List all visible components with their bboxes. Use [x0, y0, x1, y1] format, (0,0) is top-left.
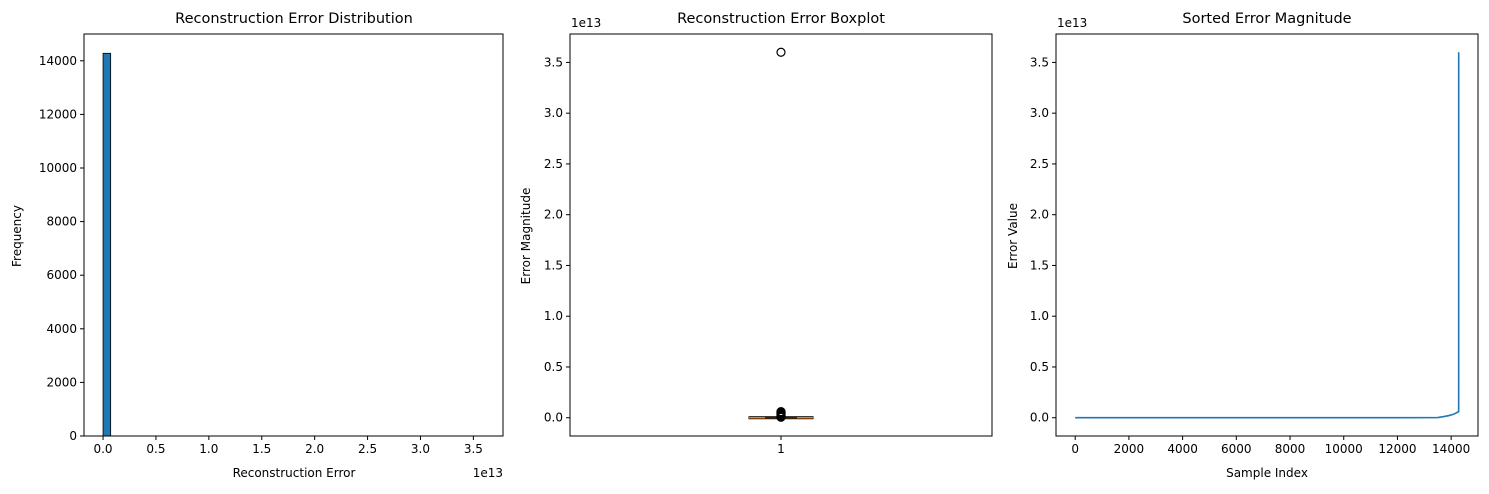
histogram-x-tick-label: 0.5	[146, 442, 165, 456]
histogram-x-tick-label: 1.0	[199, 442, 218, 456]
histogram-x-tick-label: 1.5	[252, 442, 271, 456]
histogram-x-tick-label: 3.5	[464, 442, 483, 456]
sorted-error-x-tick-label: 8000	[1275, 442, 1306, 456]
sorted-error-xlabel: Sample Index	[1226, 466, 1308, 480]
histogram-x-ticks: 0.0 0.5 1.0 1.5 2.0 2.5 3.0 3.5	[93, 436, 482, 456]
histogram-x-tick-label: 2.0	[305, 442, 324, 456]
boxplot-y-tick-label: 2.5	[544, 157, 563, 171]
sorted-error-y-tick-label: 2.5	[1030, 157, 1049, 171]
histogram-y-tick-label: 4000	[46, 322, 77, 336]
sorted-error-x-tick-label: 4000	[1167, 442, 1198, 456]
sorted-error-y-offset: 1e13	[1057, 16, 1087, 30]
histogram-y-tick-label: 0	[69, 429, 77, 443]
sorted-error-y-ticks: 0.0 0.5 1.0 1.5 2.0 2.5 3.0 3.5	[1030, 55, 1056, 424]
sorted-error-line	[1075, 52, 1458, 417]
boxplot-axes-frame	[570, 34, 992, 436]
histogram-y-tick-label: 6000	[46, 268, 77, 282]
sorted-error-x-tick-label: 14000	[1432, 442, 1470, 456]
boxplot-y-tick-label: 0.0	[544, 411, 563, 425]
histogram-title: Reconstruction Error Distribution	[175, 11, 413, 27]
boxplot-y-tick-label: 1.5	[544, 258, 563, 272]
sorted-error-x-ticks: 0 2000 4000 6000 8000 10000 12000 14000	[1071, 436, 1470, 456]
sorted-error-panel: Sorted Error Magnitude Sample Index Erro…	[1006, 11, 1478, 480]
sorted-error-x-tick-label: 0	[1071, 442, 1079, 456]
sorted-error-y-tick-label: 0.5	[1030, 360, 1049, 374]
histogram-x-tick-label: 0.0	[93, 442, 112, 456]
histogram-x-offset: 1e13	[473, 466, 503, 480]
sorted-error-y-tick-label: 3.5	[1030, 55, 1049, 69]
boxplot-y-tick-label: 2.0	[544, 208, 563, 222]
histogram-y-tick-label: 8000	[46, 215, 77, 229]
histogram-y-tick-label: 14000	[39, 54, 77, 68]
sorted-error-axes-frame	[1056, 34, 1478, 436]
histogram-y-ticks: 0 2000 4000 6000 8000 10000 12000 14000	[39, 54, 84, 443]
sorted-error-ylabel: Error Value	[1006, 203, 1020, 269]
sorted-error-y-tick-label: 1.5	[1030, 258, 1049, 272]
sorted-error-x-tick-label: 2000	[1114, 442, 1145, 456]
histogram-bar	[103, 53, 111, 436]
sorted-error-y-tick-label: 2.0	[1030, 208, 1049, 222]
boxplot-panel: Reconstruction Error Boxplot Error Magni…	[519, 11, 992, 456]
histogram-y-tick-label: 2000	[46, 375, 77, 389]
histogram-y-tick-label: 10000	[39, 161, 77, 175]
boxplot-y-tick-label: 3.0	[544, 106, 563, 120]
boxplot-title: Reconstruction Error Boxplot	[677, 11, 885, 27]
boxplot-x-ticks: 1	[777, 436, 785, 456]
histogram-axes-frame	[84, 34, 503, 436]
sorted-error-x-tick-label: 6000	[1221, 442, 1252, 456]
histogram-ylabel: Frequency	[10, 205, 24, 267]
sorted-error-y-tick-label: 0.0	[1030, 411, 1049, 425]
sorted-error-y-tick-label: 3.0	[1030, 106, 1049, 120]
histogram-bars	[103, 53, 484, 436]
sorted-error-x-tick-label: 10000	[1325, 442, 1363, 456]
boxplot-y-tick-label: 3.5	[544, 55, 563, 69]
histogram-x-tick-label: 2.5	[358, 442, 377, 456]
boxplot-y-tick-label: 1.0	[544, 309, 563, 323]
sorted-error-y-tick-label: 1.0	[1030, 309, 1049, 323]
boxplot-ylabel: Error Magnitude	[519, 188, 533, 285]
boxplot-x-tick-label: 1	[777, 442, 785, 456]
histogram-panel: Reconstruction Error Distribution Recons…	[10, 11, 503, 480]
histogram-y-tick-label: 12000	[39, 107, 77, 121]
histogram-xlabel: Reconstruction Error	[233, 466, 356, 480]
sorted-error-series	[1075, 52, 1458, 417]
boxplot-y-ticks: 0.0 0.5 1.0 1.5 2.0 2.5 3.0 3.5	[544, 55, 570, 424]
histogram-x-tick-label: 3.0	[411, 442, 430, 456]
boxplot-y-offset: 1e13	[571, 16, 601, 30]
sorted-error-x-tick-label: 12000	[1378, 442, 1416, 456]
boxplot-y-tick-label: 0.5	[544, 360, 563, 374]
boxplot-outliers	[777, 48, 785, 421]
sorted-error-title: Sorted Error Magnitude	[1182, 11, 1351, 27]
boxplot-outlier	[777, 48, 785, 56]
